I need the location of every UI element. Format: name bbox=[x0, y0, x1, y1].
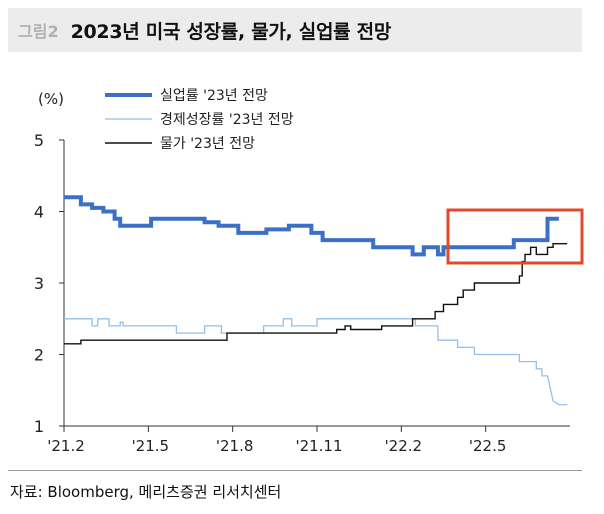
y-tick-label: 1 bbox=[34, 417, 44, 436]
x-tick-label: '22.2 bbox=[385, 437, 423, 455]
x-tick-label: '21.5 bbox=[132, 437, 170, 455]
y-tick-label: 5 bbox=[34, 131, 44, 150]
source-divider bbox=[8, 470, 582, 471]
y-tick-label: 2 bbox=[34, 346, 44, 365]
y-tick-label: 4 bbox=[34, 203, 44, 222]
title-bar: 그림2 2023년 미국 성장률, 물가, 실업률 전망 bbox=[8, 8, 582, 52]
y-tick-label: 3 bbox=[34, 274, 44, 293]
y-unit-label: (%) bbox=[38, 90, 64, 108]
chart-axes: (%) 1 2 3 4 5 '21.2 '21.5 '21.8 '21.11 '22.2 '22.5 bbox=[34, 90, 570, 455]
figure-tag: 그림2 bbox=[18, 22, 59, 41]
source-note: 자료: Bloomberg, 메리츠증권 리서치센터 bbox=[10, 483, 282, 501]
legend-label-0: 실업률 '23년 전망 bbox=[160, 88, 268, 104]
line-chart: (%)12345'21.2'21.5'21.8'21.11'22.2'22.5 … bbox=[34, 88, 584, 455]
legend-label-1: 경제성장률 '23년 전망 bbox=[160, 112, 294, 128]
legend-label-2: 물가 '23년 전망 bbox=[160, 136, 255, 152]
x-tick-label: '21.8 bbox=[216, 437, 254, 455]
series-line-0 bbox=[64, 195, 559, 257]
x-tick-label: '22.5 bbox=[469, 437, 507, 455]
x-tick-label: '21.2 bbox=[47, 437, 85, 455]
chart-title: 2023년 미국 성장률, 물가, 실업률 전망 bbox=[70, 20, 392, 43]
highlight-box bbox=[446, 208, 584, 265]
series-line-2 bbox=[64, 243, 568, 345]
series-line-1 bbox=[64, 318, 568, 406]
x-tick-label: '21.11 bbox=[295, 437, 342, 455]
series-layer bbox=[64, 195, 568, 406]
